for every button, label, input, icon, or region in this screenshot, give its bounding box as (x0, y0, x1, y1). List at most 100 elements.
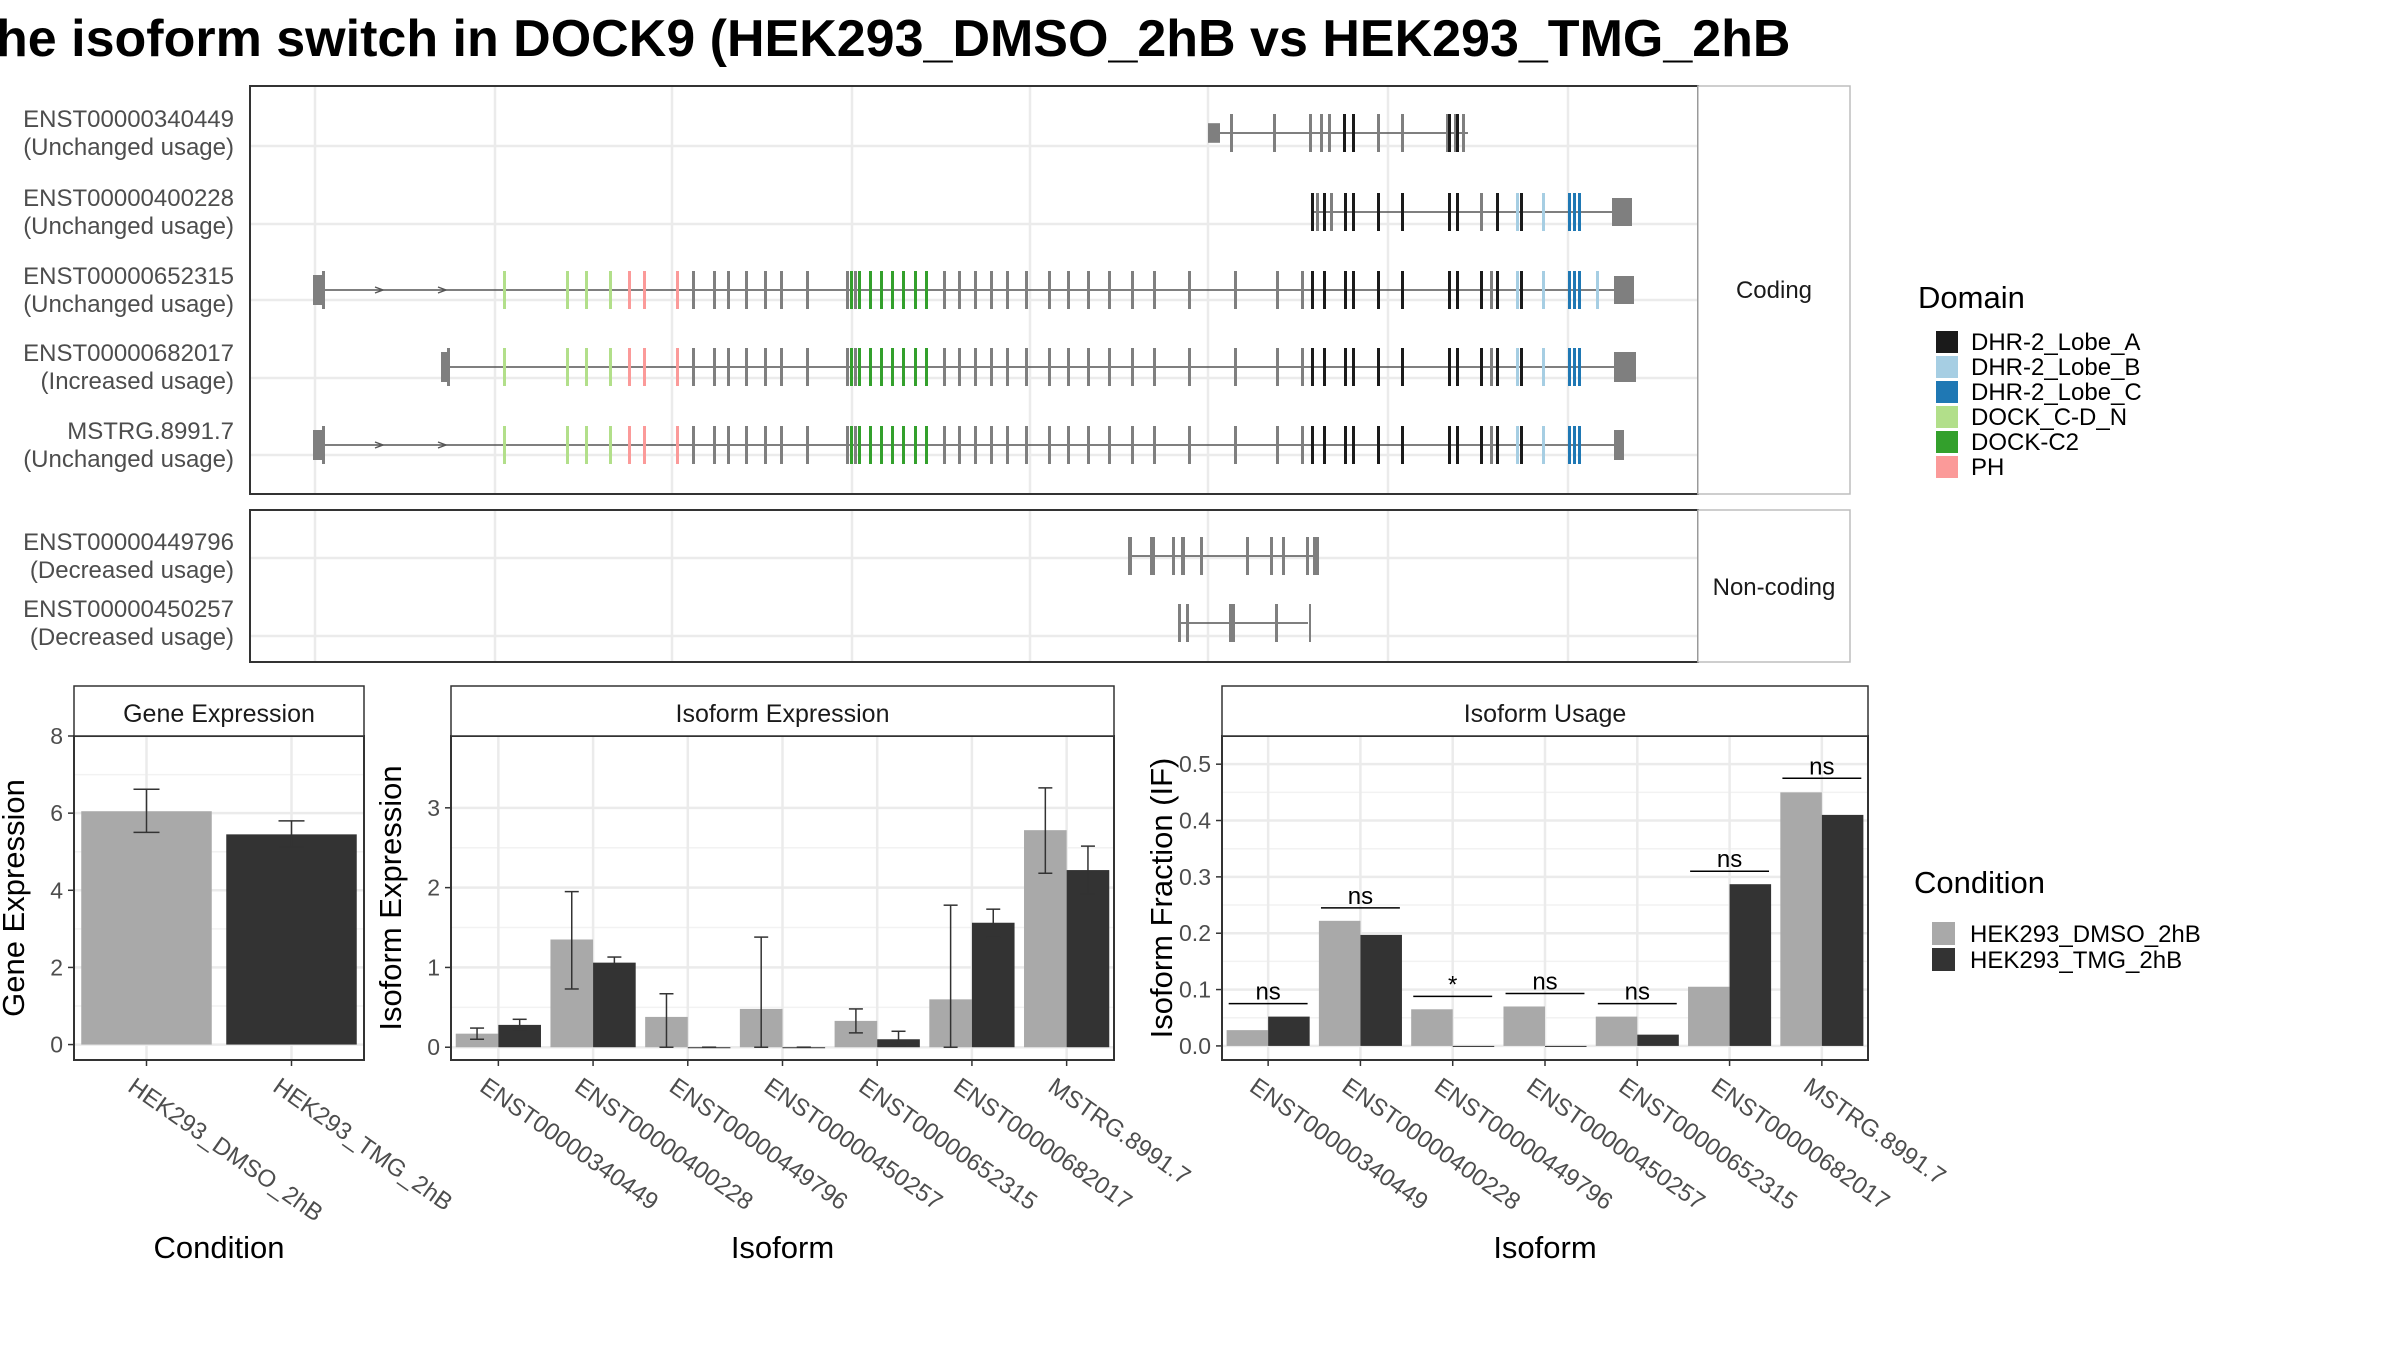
exon (1186, 604, 1189, 642)
exon (1516, 426, 1519, 464)
exon (1401, 426, 1404, 464)
exon (850, 348, 853, 386)
exon (902, 348, 905, 386)
y-tick-label: 0.1 (1179, 977, 1211, 1003)
isoform-expression-y-axis-title: Isoform Expression (373, 765, 408, 1030)
exon (322, 426, 325, 464)
exon (713, 426, 716, 464)
y-tick-label: 2 (427, 875, 440, 901)
exon (1276, 348, 1279, 386)
exon (1520, 348, 1523, 386)
condition-legend-label: HEK293_DMSO_2hB (1970, 921, 2201, 948)
exon (1344, 426, 1347, 464)
exon (1578, 193, 1581, 231)
exon (1352, 193, 1355, 231)
exon (1614, 352, 1636, 382)
exon (854, 271, 857, 309)
exon (1343, 114, 1346, 152)
figure-title: he isoform switch in DOCK9 (HEK293_DMSO_… (0, 10, 1790, 68)
exon (1542, 426, 1545, 464)
isoform-expression-bar (593, 962, 636, 1048)
exon (1301, 426, 1304, 464)
y-tick-label: 1 (427, 954, 440, 980)
exon (1456, 271, 1459, 309)
exon (958, 348, 961, 386)
exon (880, 426, 883, 464)
exon (1311, 193, 1314, 231)
exon (1454, 114, 1457, 152)
domain-legend-title: Domain (1918, 280, 2025, 315)
domain-legend-label: DHR-2_Lobe_A (1971, 329, 2140, 356)
exon (1067, 426, 1070, 464)
exon (990, 348, 993, 386)
exon (745, 348, 748, 386)
exon (628, 348, 631, 386)
isoform-usage-bar (1688, 986, 1730, 1046)
exon (780, 348, 783, 386)
exon (1311, 348, 1314, 386)
exon (1067, 271, 1070, 309)
exon (1153, 348, 1156, 386)
coding-strip-label: Coding (1736, 277, 1812, 304)
exon (858, 426, 861, 464)
exon (880, 348, 883, 386)
exon (925, 426, 928, 464)
exon (1006, 271, 1009, 309)
significance-label: ns (1532, 969, 1557, 996)
domain-legend-label: DHR-2_Lobe_C (1971, 379, 2142, 406)
transcript-labels: ENST00000340449(Unchanged usage)ENST0000… (23, 106, 234, 651)
exon (846, 271, 849, 309)
exon (447, 348, 450, 386)
exon (1448, 426, 1451, 464)
transcript-usage-label: (Decreased usage) (30, 557, 234, 584)
strand-arrow (437, 286, 448, 294)
transcript-usage-label: (Unchanged usage) (23, 291, 234, 318)
y-tick-label: 0.0 (1179, 1033, 1211, 1059)
exon (1275, 604, 1278, 642)
exon (1229, 604, 1235, 642)
isoform-usage-bar (1318, 920, 1361, 1046)
exon (1234, 348, 1237, 386)
exon (858, 271, 861, 309)
exon (1153, 271, 1156, 309)
exon (1309, 114, 1312, 152)
exon (1516, 348, 1519, 386)
coding-transcript-track (1208, 114, 1468, 152)
exon (692, 426, 695, 464)
exon (869, 426, 872, 464)
y-tick-label: 4 (50, 877, 63, 903)
exon (1150, 537, 1155, 575)
exon (1352, 348, 1355, 386)
exon (1087, 271, 1090, 309)
exon (503, 426, 506, 464)
exon (858, 348, 861, 386)
exon (609, 348, 612, 386)
exon (1067, 348, 1070, 386)
exon (1377, 114, 1380, 152)
y-tick-label: 0.3 (1179, 864, 1211, 890)
exon (1520, 271, 1523, 309)
exon (1048, 271, 1051, 309)
exon (1048, 426, 1051, 464)
exon (1188, 271, 1191, 309)
exon (1377, 426, 1380, 464)
exon (974, 271, 977, 309)
exon (1108, 348, 1111, 386)
exon (1087, 426, 1090, 464)
exon (1301, 271, 1304, 309)
coding-transcript-track (441, 348, 1636, 386)
transcript-id-label: MSTRG.8991.7 (67, 418, 234, 445)
exon (1456, 193, 1459, 231)
exon (441, 352, 449, 382)
exon (1448, 114, 1451, 152)
exon (764, 271, 767, 309)
exon (566, 426, 569, 464)
exon (503, 271, 506, 309)
exon (1401, 114, 1404, 152)
exon (1344, 193, 1347, 231)
transcript-id-label: ENST00000652315 (23, 263, 234, 290)
condition-legend-swatch (1932, 922, 1955, 945)
exon (313, 275, 323, 305)
transcript-usage-label: (Unchanged usage) (23, 446, 234, 473)
exon (1025, 426, 1028, 464)
